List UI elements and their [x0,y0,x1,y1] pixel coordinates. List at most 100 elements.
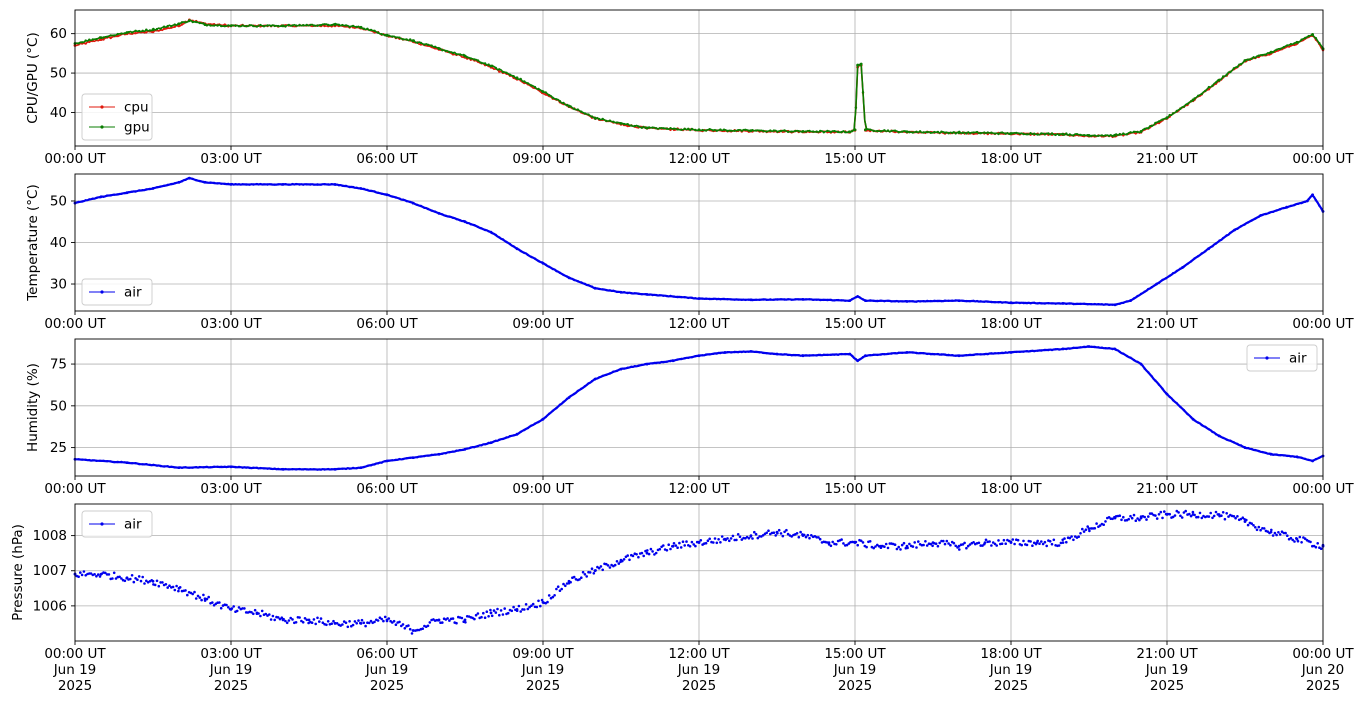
data-point [1300,541,1303,544]
data-point [758,351,761,354]
data-point-air [125,461,129,464]
data-point [1000,351,1004,355]
data-point [811,130,815,133]
data-point-air [697,297,701,300]
data-point [662,544,665,547]
data-point [947,132,950,135]
data-point [642,554,645,558]
data-point [564,584,567,588]
data-point [298,23,301,27]
data-point [701,354,704,357]
data-point [936,299,940,303]
data-point [1175,509,1179,513]
data-point [979,353,982,356]
data-point [797,130,800,133]
data-point [926,352,929,356]
data-point [747,298,751,301]
legend-marker-air [100,290,104,294]
data-point [505,436,508,439]
data-point [105,194,109,197]
data-point [633,292,636,295]
data-point [630,365,633,368]
data-point-gpu [853,128,857,132]
data-point [155,464,159,467]
data-point [323,183,326,186]
data-point [929,299,932,303]
data-point [498,236,501,239]
data-point [469,446,472,449]
data-point [327,23,330,27]
data-point [899,548,902,551]
data-point [613,563,617,567]
data-point [883,299,886,303]
data-point [403,627,407,630]
data-point [260,609,264,613]
data-point-air [385,193,389,197]
data-point [704,541,708,545]
data-point [1054,302,1057,305]
data-point [672,127,676,130]
data-point [476,444,480,448]
data-point [1182,105,1186,108]
data-point [615,560,619,563]
data-point [1214,242,1218,245]
data-point [323,468,326,471]
data-point [758,535,761,538]
data-point [590,285,594,288]
data-point [1040,132,1043,135]
data-point [1227,515,1230,518]
legend-box [81,510,153,538]
data-point [455,217,458,221]
data-point [588,571,592,574]
data-point [134,462,137,465]
data-point-air [957,544,961,548]
data-point [196,594,200,598]
data-point [223,465,226,468]
y-axis-label: Pressure (hPa) [10,524,26,621]
data-point [954,544,957,548]
data-point [441,452,444,455]
data-point [626,291,629,295]
data-point [1100,134,1104,137]
data-point [369,28,373,32]
data-point [120,460,123,464]
data-point [1120,518,1123,522]
data-point [141,189,144,192]
data-point [1147,371,1150,374]
data-point [1147,287,1150,291]
data-point [1098,524,1102,527]
data-point [430,453,433,457]
data-point-air [645,362,649,366]
data-point [1147,515,1150,518]
data-point [947,299,950,302]
data-point [840,299,843,302]
data-point [876,129,879,133]
data-point [341,467,344,470]
data-point [797,298,800,301]
data-point [473,445,476,449]
data-point [573,107,576,111]
data-point [309,468,312,471]
data-point [180,23,184,26]
data-point [159,581,162,584]
data-point [162,27,166,30]
data-point [822,131,825,134]
data-point [173,466,176,469]
legend-box [81,278,153,306]
data-point [1222,436,1225,440]
data-point [729,351,733,354]
data-point [170,465,173,468]
data-point [284,619,287,623]
data-point [319,24,323,27]
data-point [977,541,981,545]
data-point [729,129,733,132]
data-point [876,299,879,303]
data-point [712,352,715,355]
data-point [965,132,968,135]
data-point [220,24,223,28]
data-point-air [125,191,129,195]
data-point [341,184,344,187]
data-point [79,571,82,574]
data-point [598,376,601,379]
data-point [409,38,412,41]
